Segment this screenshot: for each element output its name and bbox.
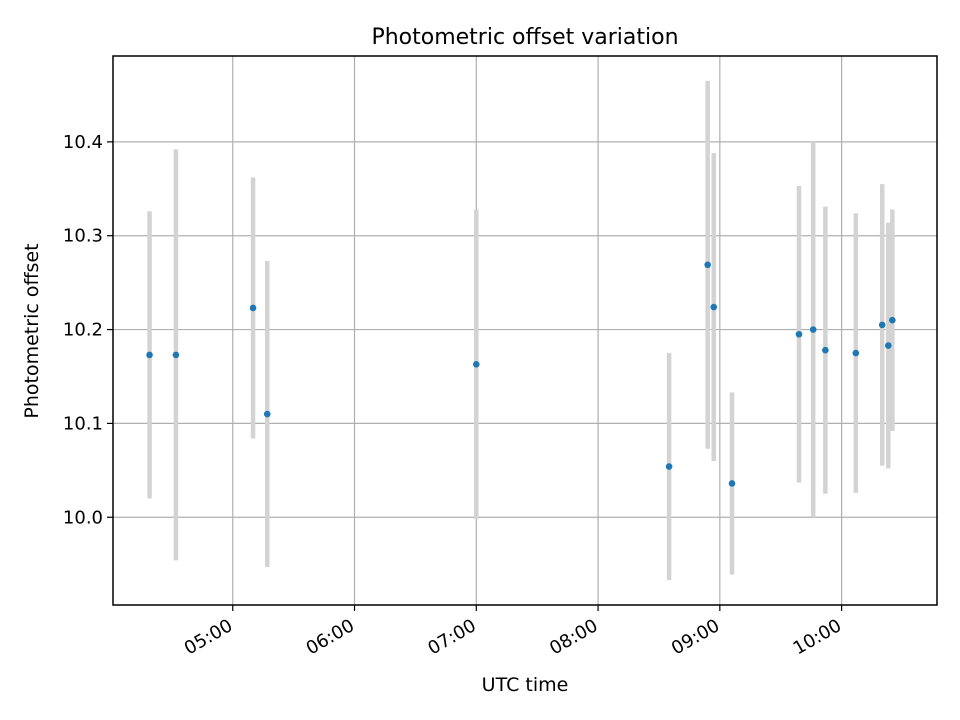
- y-tick-label: 10.2: [63, 320, 103, 341]
- data-point: [822, 346, 829, 354]
- y-tick-label: 10.4: [63, 132, 103, 153]
- plot-area-frame: [112, 55, 938, 606]
- data-point: [263, 410, 271, 418]
- data-point: [146, 351, 153, 359]
- y-tick-label: 10.3: [63, 226, 103, 247]
- data-point: [728, 480, 736, 487]
- data-point: [665, 463, 673, 470]
- y-tick-label: 10.0: [63, 507, 103, 528]
- data-point: [704, 261, 711, 269]
- y-tick-label: 10.1: [63, 413, 103, 434]
- data-point: [878, 321, 886, 329]
- data-point: [884, 342, 892, 349]
- data-point: [472, 360, 480, 368]
- data-point: [710, 303, 718, 311]
- chart-title: Photometric offset variation: [371, 25, 678, 50]
- data-point: [889, 316, 896, 324]
- data-point: [249, 304, 257, 312]
- data-points: [146, 261, 896, 487]
- data-point: [172, 351, 180, 359]
- data-point: [852, 349, 860, 357]
- x-axis-label: UTC time: [482, 674, 569, 696]
- data-point: [809, 326, 817, 333]
- y-axis-label: Photometric offset: [21, 243, 43, 418]
- data-point: [795, 330, 803, 338]
